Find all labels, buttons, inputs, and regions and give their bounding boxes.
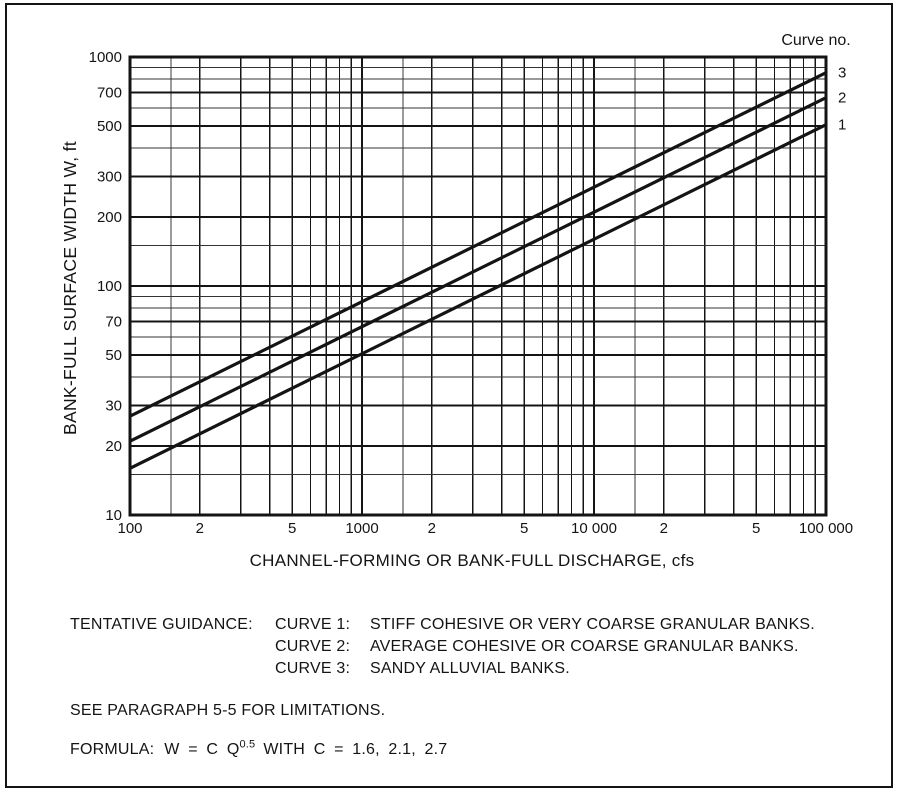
formula-suffix: WITH C = 1.6, 2.1, 2.7 [263,741,448,758]
x-tick-label: 5 [520,520,528,537]
guidance-spacer [70,658,275,680]
y-tick-label: 10 [105,507,122,524]
guidance-curve-1-label: CURVE 1: [275,616,351,633]
chart-svg: 1 2 3 100 2 5 1000 2 5 10 000 2 5 100 000 1000 700 500… [60,32,853,570]
curve-line-2 [129,96,827,443]
y-tick-label: 700 [97,85,122,102]
curve-line-3 [129,71,827,418]
tentative-guidance: TENTATIVE GUIDANCE: CURVE 1: STIFF COHES… [70,614,815,680]
limitations-note: SEE PARAGRAPH 5-5 FOR LIMITATIONS. [70,702,386,719]
guidance-spacer [70,636,275,658]
curve-label-3: 3 [838,65,846,82]
y-tick-label: 20 [105,438,122,455]
guidance-prefix: TENTATIVE GUIDANCE: [70,616,253,633]
guidance-curve-1-desc: STIFF COHESIVE OR VERY COARSE GRANULAR B… [370,616,815,633]
guidance-curve-2-label: CURVE 2: [275,638,351,655]
guidance-curve-3-label: CURVE 3: [275,660,351,677]
y-tick-label: 100 [97,278,122,295]
y-tick-label: 1000 [89,49,122,66]
discharge-width-chart: 1 2 3 100 2 5 1000 2 5 10 000 2 5 100 000 1000 700 500… [60,32,853,570]
x-axis-title: CHANNEL-FORMING OR BANK-FULL DISCHARGE, … [250,551,695,570]
y-tick-label: 300 [97,169,122,186]
y-tick-label: 50 [105,347,122,364]
formula-exponent: 0.5 [239,738,256,751]
x-tick-label: 2 [428,520,436,537]
x-tick-label: 2 [196,520,204,537]
x-tick-label: 10 000 [571,520,617,537]
formula-prefix: FORMULA: [70,741,155,758]
x-tick-label: 2 [660,520,668,537]
x-tick-label: 5 [288,520,296,537]
x-tick-label: 100 000 [799,520,853,537]
x-tick-label: 5 [752,520,760,537]
y-axis-title: BANK-FULL SURFACE WIDTH W, ft [60,141,80,435]
guidance-curve-3-desc: SANDY ALLUVIAL BANKS. [370,660,570,677]
y-tick-label: 70 [105,314,122,331]
curve-label-1: 1 [838,117,846,134]
formula-body: W = C Q [164,741,240,758]
y-tick-label: 200 [97,209,122,226]
guidance-curve-2-desc: AVERAGE COHESIVE OR COARSE GRANULAR BANK… [370,638,799,655]
formula-note: FORMULA: W = C Q0.5 WITH C = 1.6, 2.1, 2.7 [70,738,448,759]
x-tick-label: 1000 [345,520,378,537]
y-tick-label: 30 [105,398,122,415]
plot-border [128,55,828,517]
legend-title: Curve no. [781,32,850,49]
y-tick-label: 500 [97,118,122,135]
curve-label-2: 2 [838,90,846,107]
x-tick-label: 100 [117,520,142,537]
curve-line-1 [129,123,827,470]
